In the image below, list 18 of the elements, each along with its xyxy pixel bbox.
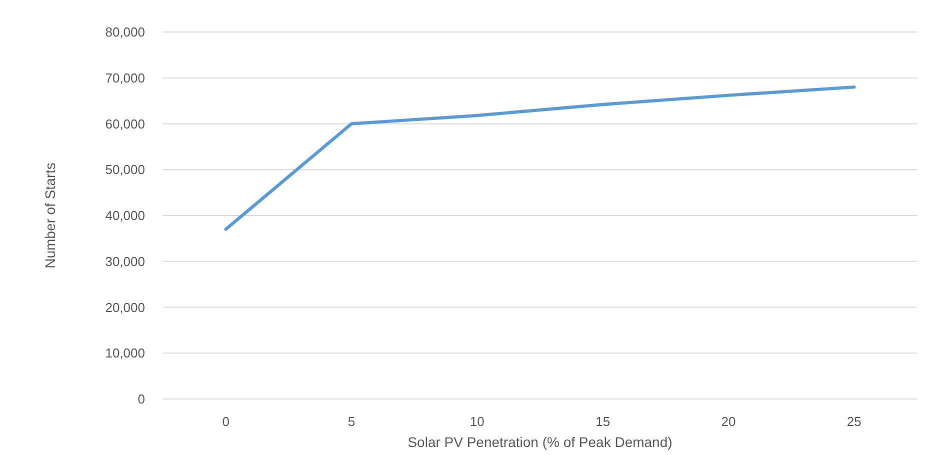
x-axis-title: Solar PV Penetration (% of Peak Demand)	[408, 434, 672, 450]
x-tick-label: 20	[721, 414, 736, 429]
y-tick-label: 20,000	[105, 300, 145, 315]
x-tick-label: 0	[222, 414, 230, 429]
x-tick-label: 5	[348, 414, 356, 429]
y-tick-label: 10,000	[105, 346, 145, 361]
y-tick-label: 80,000	[105, 24, 145, 40]
y-tick-label: 70,000	[105, 70, 145, 86]
y-tick-label: 60,000	[105, 116, 145, 132]
line-series	[224, 85, 856, 231]
y-tick-label: 40,000	[105, 208, 145, 224]
x-tick-label: 15	[596, 414, 610, 429]
x-tick-label: 10	[470, 414, 484, 429]
y-axis-title: Number of Starts	[42, 162, 58, 268]
y-tick-label: 0	[138, 392, 145, 407]
x-tick-label: 25	[846, 414, 862, 429]
y-tick-label: 30,000	[105, 254, 145, 269]
y-tick-label: 50,000	[105, 162, 145, 178]
